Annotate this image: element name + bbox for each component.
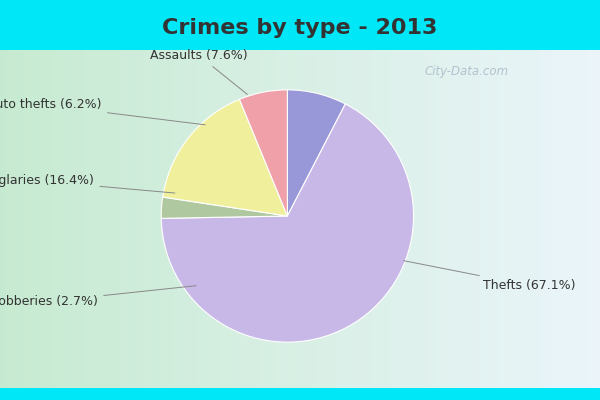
Wedge shape xyxy=(163,99,287,216)
Wedge shape xyxy=(161,104,413,342)
Text: Thefts (67.1%): Thefts (67.1%) xyxy=(404,261,575,292)
Wedge shape xyxy=(287,90,346,216)
Text: Crimes by type - 2013: Crimes by type - 2013 xyxy=(163,18,437,38)
Text: Auto thefts (6.2%): Auto thefts (6.2%) xyxy=(0,98,205,125)
Text: City-Data.com: City-Data.com xyxy=(424,65,508,78)
Text: Burglaries (16.4%): Burglaries (16.4%) xyxy=(0,174,175,193)
Text: Assaults (7.6%): Assaults (7.6%) xyxy=(150,49,248,94)
Wedge shape xyxy=(239,90,287,216)
Wedge shape xyxy=(161,197,287,218)
Text: Robberies (2.7%): Robberies (2.7%) xyxy=(0,286,196,308)
